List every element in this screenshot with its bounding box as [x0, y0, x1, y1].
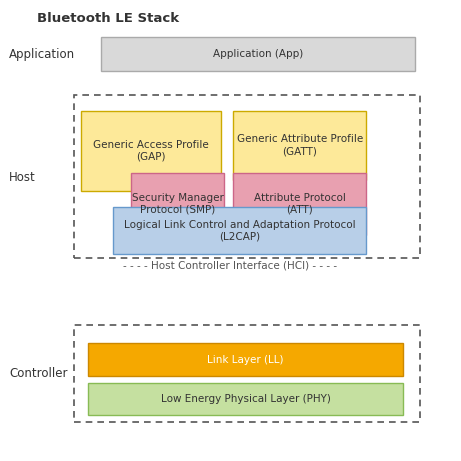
- Text: Host: Host: [9, 171, 36, 184]
- Text: Low Energy Physical Layer (PHY): Low Energy Physical Layer (PHY): [160, 394, 331, 404]
- FancyBboxPatch shape: [88, 343, 403, 376]
- Text: Generic Attribute Profile
(GATT): Generic Attribute Profile (GATT): [236, 135, 363, 156]
- Text: Attribute Protocol
(ATT): Attribute Protocol (ATT): [254, 193, 346, 215]
- Text: Generic Access Profile
(GAP): Generic Access Profile (GAP): [93, 140, 209, 162]
- Text: Logical Link Control and Adaptation Protocol
(L2CAP): Logical Link Control and Adaptation Prot…: [124, 220, 355, 241]
- FancyBboxPatch shape: [88, 383, 403, 415]
- Text: Application (App): Application (App): [213, 49, 303, 59]
- Text: Controller: Controller: [9, 367, 68, 380]
- FancyBboxPatch shape: [131, 173, 224, 235]
- Text: - - - - Host Controller Interface (HCI) - - - -: - - - - Host Controller Interface (HCI) …: [124, 260, 337, 270]
- Text: Link Layer (LL): Link Layer (LL): [207, 355, 284, 365]
- FancyBboxPatch shape: [101, 37, 415, 71]
- FancyBboxPatch shape: [233, 173, 366, 235]
- FancyBboxPatch shape: [113, 207, 366, 254]
- FancyBboxPatch shape: [233, 111, 366, 180]
- Text: Security Manager
Protocol (SMP): Security Manager Protocol (SMP): [131, 193, 224, 215]
- FancyBboxPatch shape: [81, 111, 221, 191]
- Text: Bluetooth LE Stack: Bluetooth LE Stack: [37, 12, 179, 24]
- Text: Application: Application: [9, 48, 75, 61]
